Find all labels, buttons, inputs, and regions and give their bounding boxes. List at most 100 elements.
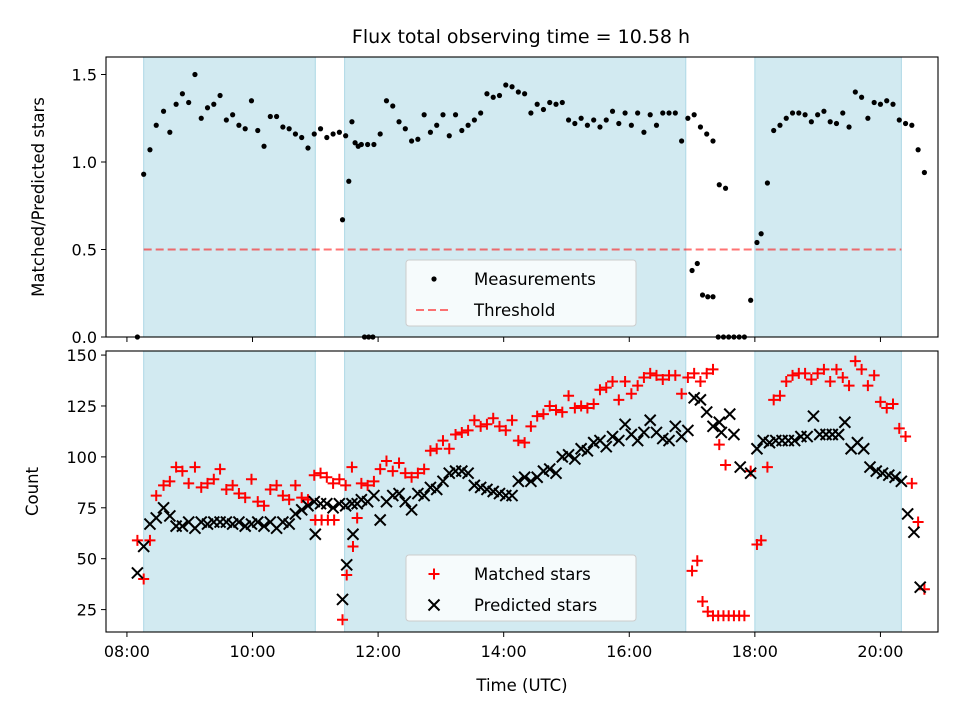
predicted-marker	[681, 424, 695, 437]
measurement-point	[597, 124, 603, 130]
predicted-marker	[176, 519, 189, 533]
matched-marker	[258, 500, 270, 512]
matched-marker	[613, 394, 625, 406]
measurement-point	[699, 292, 706, 298]
predicted-marker	[637, 426, 651, 439]
measurement-point	[694, 260, 700, 267]
matched-marker	[277, 490, 289, 502]
matched-marker	[493, 420, 505, 432]
x-axis-label: Time (UTC)	[475, 676, 567, 695]
matched-marker	[506, 414, 518, 426]
matched-marker	[569, 402, 581, 414]
measurement-point	[230, 112, 236, 118]
matched-marker	[183, 477, 195, 489]
measurement-point	[286, 126, 292, 132]
x-tick-label: 10:00	[229, 642, 275, 661]
matched-marker	[837, 371, 849, 383]
measurement-point	[192, 71, 198, 78]
y-tick-label: 75	[77, 499, 97, 518]
measurement-point	[223, 117, 229, 123]
matched-marker	[691, 555, 703, 567]
matched-marker	[607, 376, 619, 388]
measurement-point	[647, 112, 653, 118]
legend-label: Measurements	[474, 270, 596, 289]
matched-marker	[780, 376, 792, 388]
shaded-span	[754, 56, 902, 338]
matched-marker	[239, 492, 251, 504]
measurement-point	[758, 231, 764, 237]
legend-box	[405, 554, 637, 622]
matched-marker	[650, 369, 662, 381]
matched-marker	[131, 534, 143, 546]
matched-marker	[424, 445, 436, 457]
legend-measurement-marker	[431, 276, 437, 282]
matched-marker	[849, 355, 861, 367]
predicted-marker	[800, 430, 814, 443]
predicted-marker	[232, 515, 246, 529]
predicted-marker	[606, 430, 619, 443]
measurement-point	[553, 101, 559, 107]
measurement-point	[141, 171, 147, 177]
measurement-point	[292, 131, 299, 137]
matched-marker	[481, 418, 493, 430]
predicted-marker	[723, 407, 736, 421]
matched-marker	[787, 369, 799, 381]
matched-marker	[701, 367, 713, 379]
predicted-marker	[326, 501, 340, 514]
axes-frame	[105, 56, 939, 338]
matched-marker	[669, 369, 681, 381]
matched-marker	[676, 388, 688, 400]
measurement-point	[666, 110, 672, 116]
matched-marker	[824, 376, 836, 388]
matched-marker	[271, 479, 283, 491]
matched-marker	[355, 477, 367, 489]
measurement-point	[789, 110, 796, 116]
measurement-point	[336, 129, 342, 135]
predicted-marker	[631, 434, 644, 447]
x-tick-label: 16:00	[606, 642, 652, 661]
predicted-marker	[512, 475, 525, 488]
predicted-marker	[417, 489, 431, 502]
measurement-point	[704, 131, 710, 137]
measurement-point	[484, 91, 490, 97]
matched-marker	[745, 465, 757, 477]
measurement-point	[255, 127, 261, 134]
predicted-marker	[336, 593, 349, 606]
predicted-marker	[301, 499, 315, 512]
matched-marker	[632, 380, 644, 392]
matched-marker	[697, 595, 709, 607]
measurement-point	[365, 141, 371, 148]
matched-marker	[346, 461, 358, 473]
matched-marker	[462, 424, 474, 436]
measurement-point	[349, 119, 355, 125]
matched-marker	[738, 610, 750, 622]
matched-marker	[245, 473, 257, 485]
legend-label: Predicted stars	[474, 596, 597, 615]
matched-marker	[830, 363, 842, 375]
predicted-marker	[581, 444, 594, 457]
measurement-point	[248, 98, 255, 104]
x-tick-label: 08:00	[104, 642, 150, 661]
measurement-point	[915, 147, 921, 153]
matched-marker	[208, 473, 220, 485]
matched-marker	[843, 380, 855, 392]
measurement-point	[584, 122, 591, 128]
matched-marker	[868, 369, 880, 381]
matched-marker	[887, 398, 899, 410]
predicted-marker	[137, 540, 150, 553]
measurement-point	[771, 127, 777, 134]
predicted-marker	[863, 460, 877, 474]
matched-marker	[761, 461, 773, 473]
matched-marker	[657, 374, 669, 386]
measurement-point	[540, 106, 547, 113]
predicted-marker	[518, 471, 531, 484]
measurement-point	[147, 147, 153, 153]
predicted-marker	[643, 414, 657, 427]
measurement-point	[211, 101, 217, 107]
predicted-marker	[733, 460, 747, 474]
measurement-point	[572, 120, 578, 127]
measurement-point	[783, 115, 789, 121]
measurement-point	[591, 117, 597, 123]
matched-marker	[170, 461, 182, 473]
measurement-point	[167, 129, 173, 135]
